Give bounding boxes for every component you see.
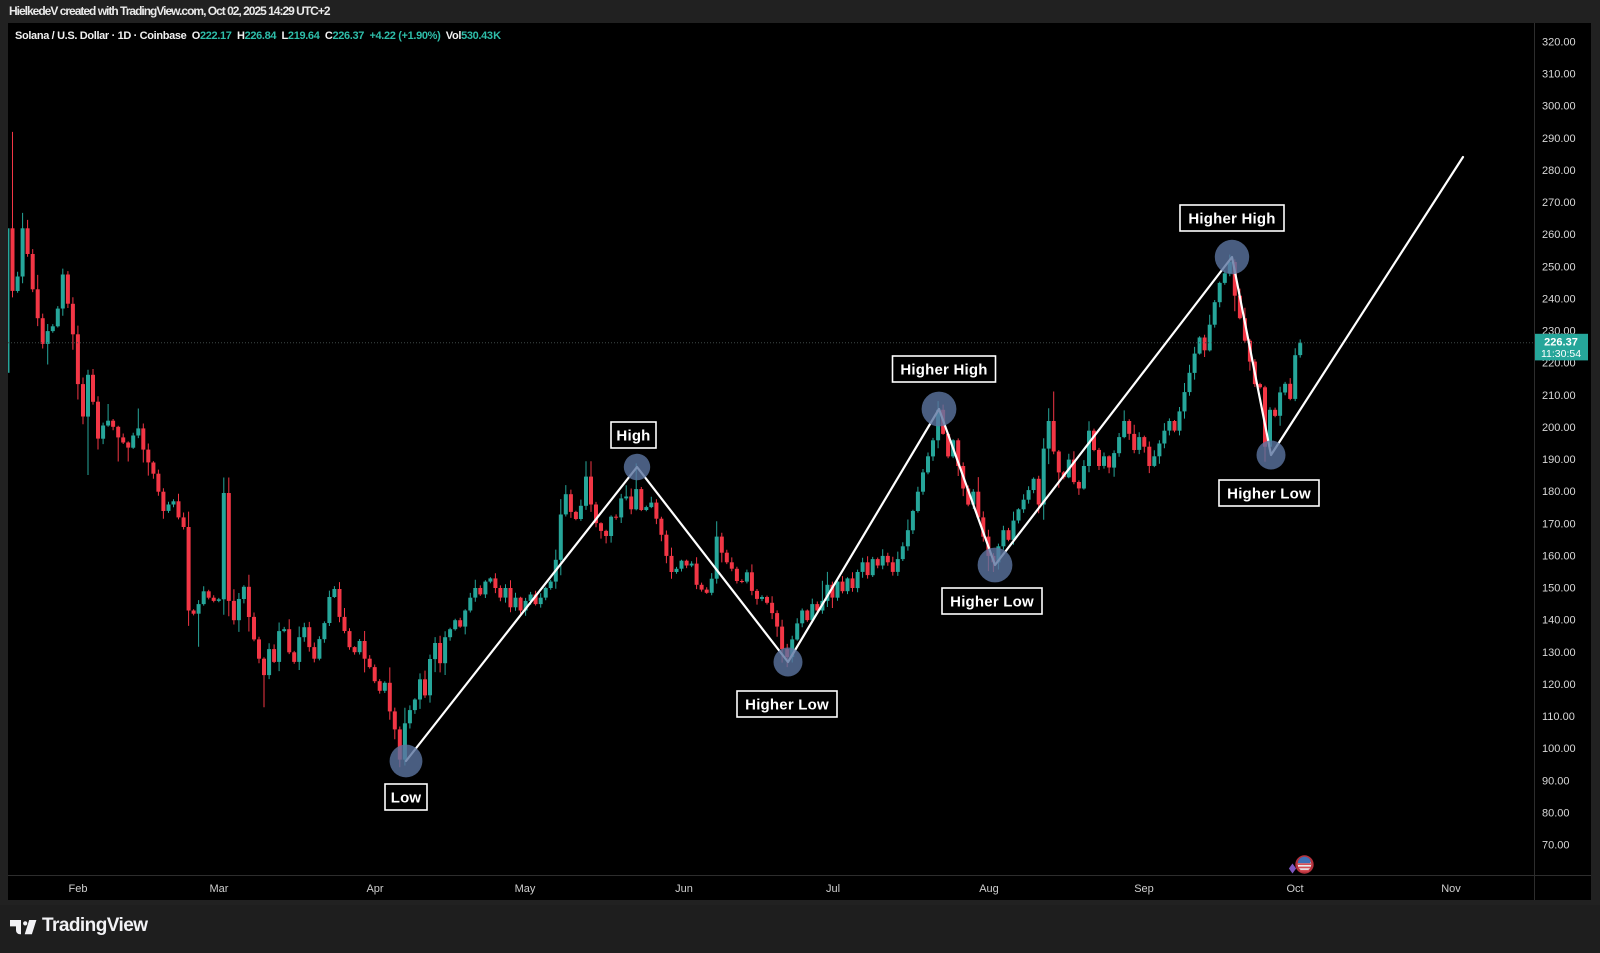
svg-text:Mar: Mar [210,883,229,895]
svg-text:Feb: Feb [69,883,88,895]
svg-text:310.00: 310.00 [1542,69,1576,81]
svg-text:Jul: Jul [826,883,840,895]
svg-text:90.00: 90.00 [1542,775,1570,787]
svg-text:250.00: 250.00 [1542,261,1576,273]
svg-text:Higher High: Higher High [900,362,987,379]
svg-text:320.00: 320.00 [1542,37,1576,49]
svg-text:Nov: Nov [1441,883,1461,895]
svg-text:May: May [515,883,536,895]
svg-text:Higher Low: Higher Low [745,697,829,714]
svg-text:Oct: Oct [1286,883,1303,895]
svg-text:280.00: 280.00 [1542,165,1576,177]
svg-text:Apr: Apr [366,883,383,895]
svg-text:11:30:54: 11:30:54 [1541,348,1581,360]
svg-text:Jun: Jun [675,883,693,895]
svg-text:110.00: 110.00 [1542,711,1575,723]
svg-text:Sep: Sep [1134,883,1154,895]
svg-text:160.00: 160.00 [1542,550,1576,562]
svg-text:260.00: 260.00 [1542,229,1576,241]
svg-text:Aug: Aug [979,883,999,895]
svg-text:Higher Low: Higher Low [950,594,1034,611]
svg-text:High: High [616,428,650,445]
svg-text:180.00: 180.00 [1542,486,1576,498]
svg-text:70.00: 70.00 [1542,840,1570,852]
svg-text:220.00: 220.00 [1542,358,1576,370]
svg-text:190.00: 190.00 [1542,454,1576,466]
svg-text:270.00: 270.00 [1542,197,1576,209]
svg-text:290.00: 290.00 [1542,133,1576,145]
svg-text:100.00: 100.00 [1542,743,1576,755]
svg-text:240.00: 240.00 [1542,294,1576,306]
svg-text:80.00: 80.00 [1542,807,1570,819]
svg-text:300.00: 300.00 [1542,101,1576,113]
svg-text:210.00: 210.00 [1542,390,1576,402]
svg-text:130.00: 130.00 [1542,647,1576,659]
svg-text:140.00: 140.00 [1542,615,1576,627]
svg-text:Low: Low [391,790,422,807]
svg-text:150.00: 150.00 [1542,583,1576,595]
svg-text:120.00: 120.00 [1542,679,1576,691]
svg-text:226.37: 226.37 [1544,337,1578,349]
svg-text:170.00: 170.00 [1542,518,1576,530]
svg-text:200.00: 200.00 [1542,422,1576,434]
svg-text:Higher Low: Higher Low [1227,486,1311,503]
svg-text:Higher High: Higher High [1188,211,1275,228]
